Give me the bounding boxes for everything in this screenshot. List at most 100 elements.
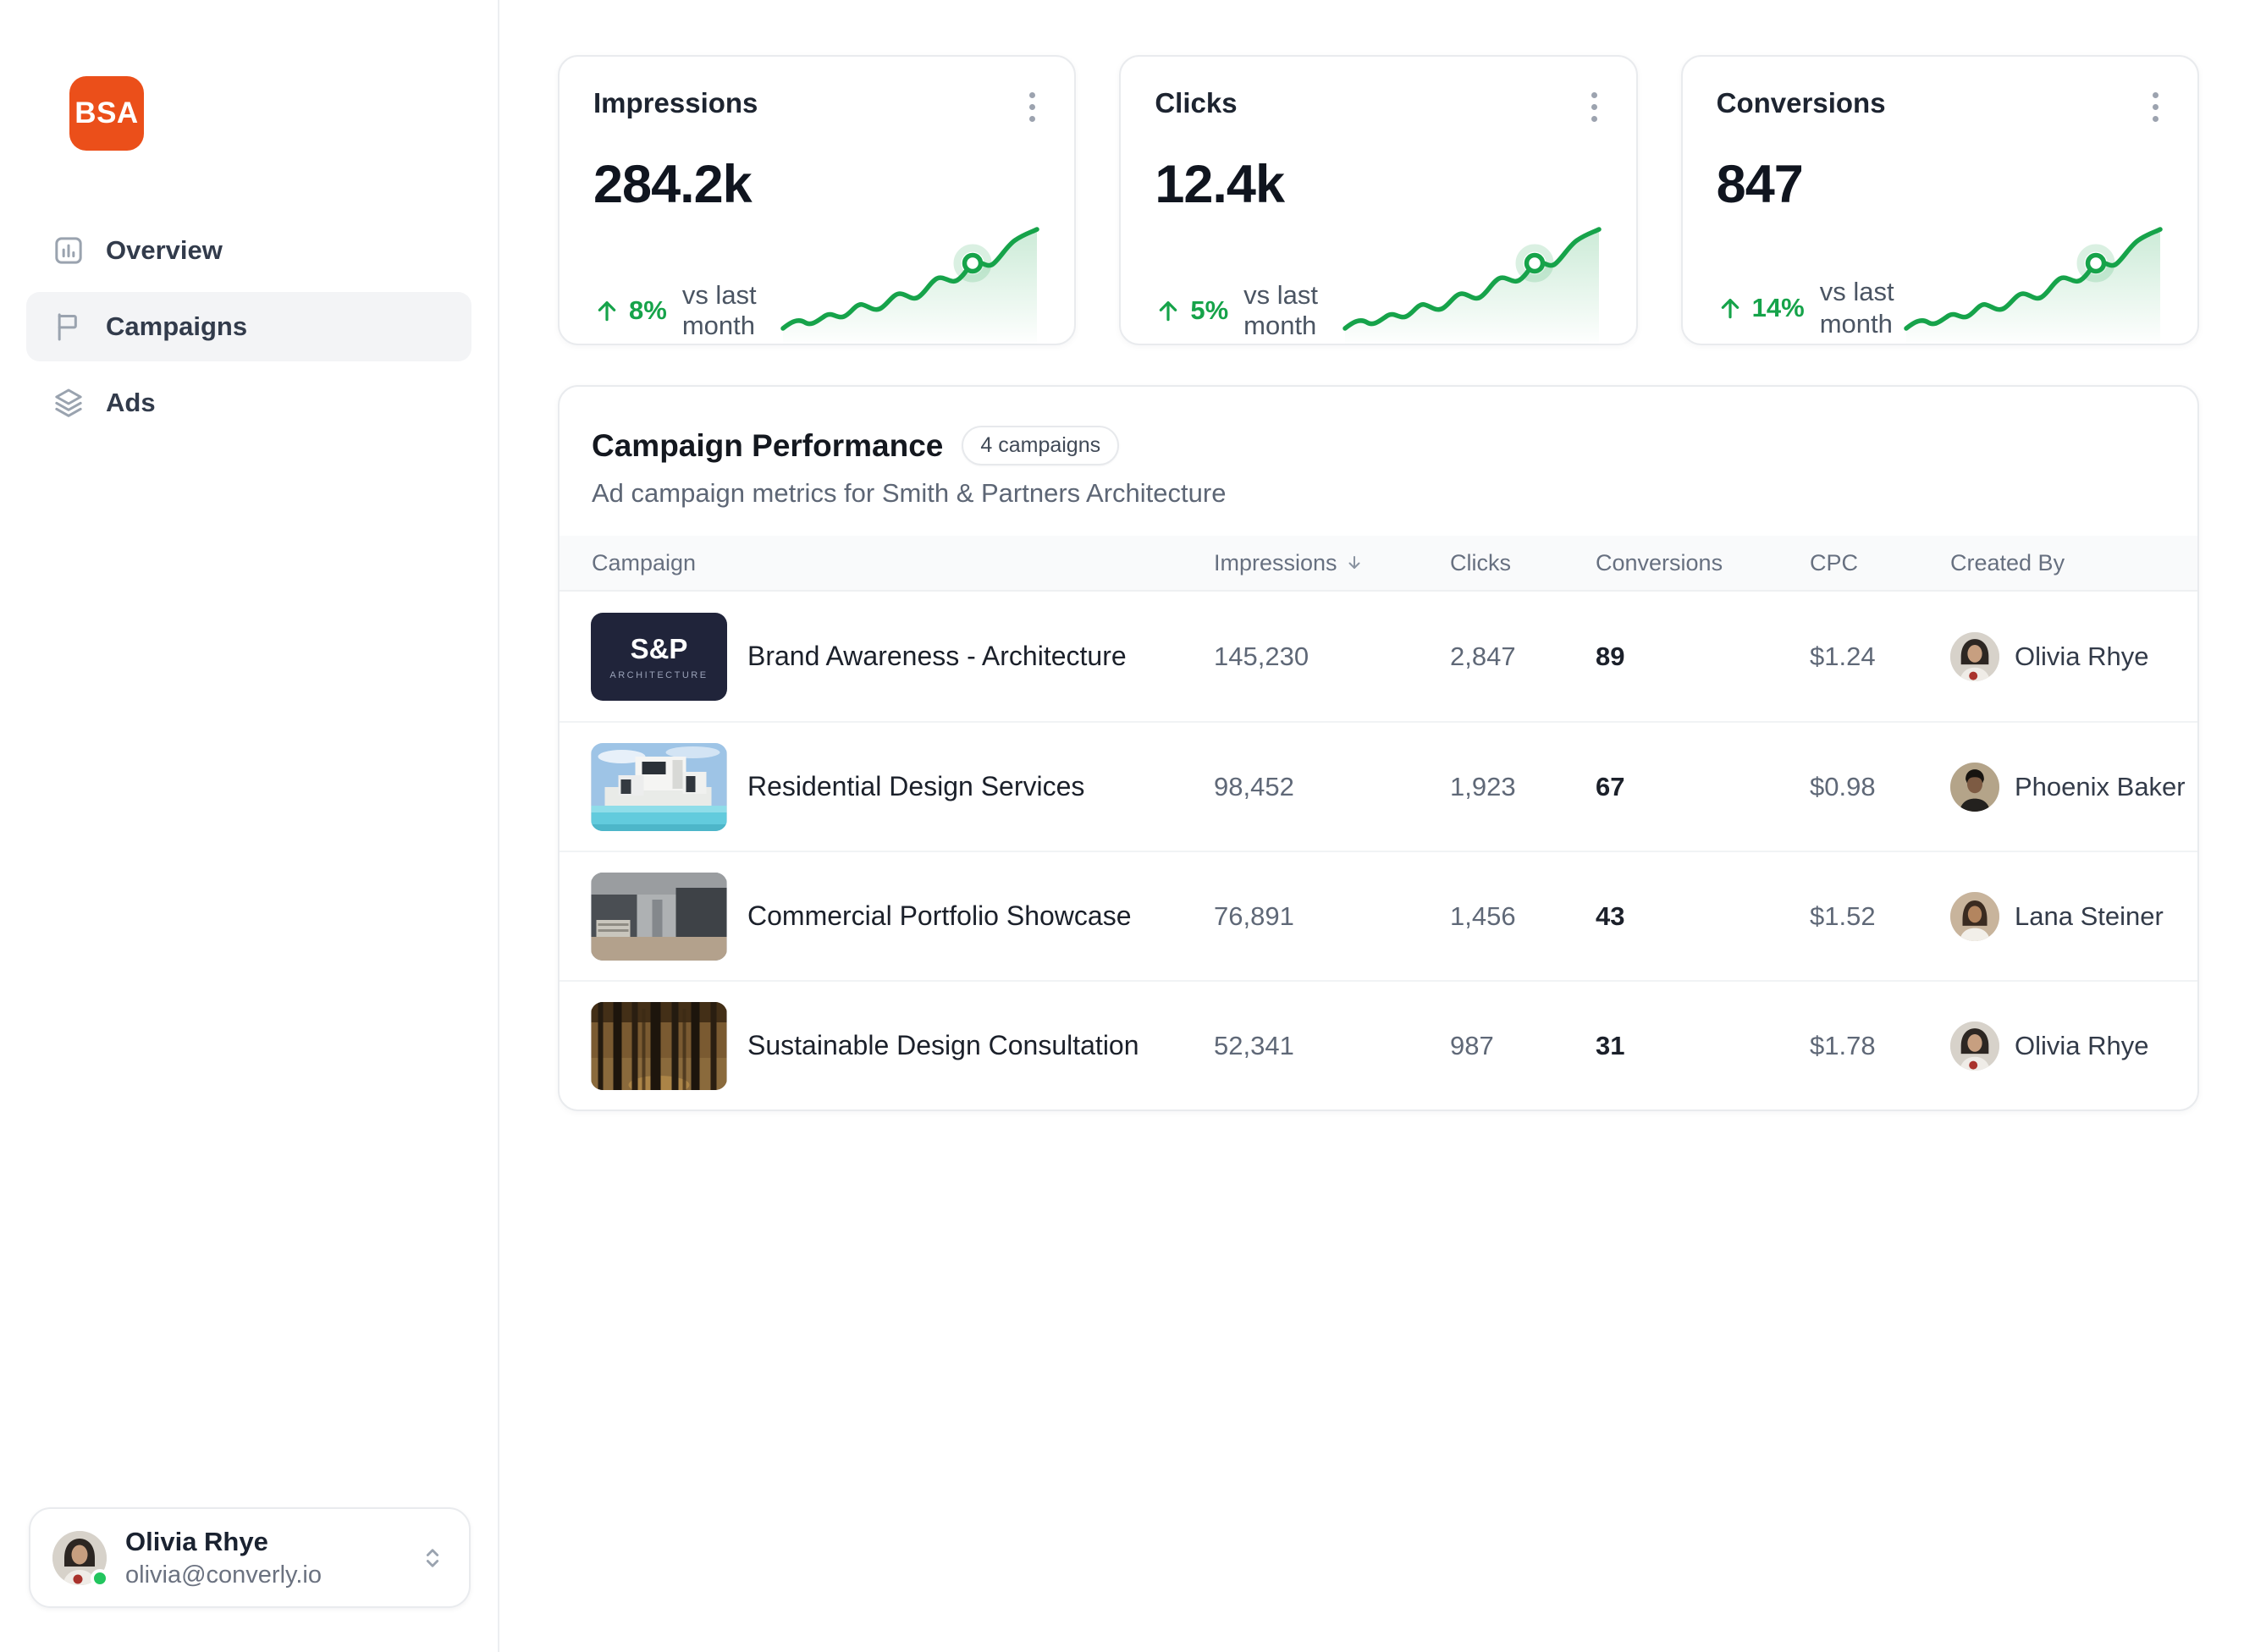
stat-card-value: 12.4k <box>1155 155 1285 214</box>
sidebar-item-label: Ads <box>106 388 156 417</box>
created-by-cell: Olivia Rhye <box>1950 631 2197 681</box>
sidebar-nav: Overview Campaigns Ads <box>0 216 498 438</box>
cpc-value: $0.98 <box>1810 771 1876 801</box>
campaign-name: Sustainable Design Consultation <box>747 1030 1139 1060</box>
created-by-cell: Lana Steiner <box>1950 891 2197 941</box>
campaign-name: Brand Awareness - Architecture <box>747 641 1127 671</box>
sidebar-item-ads[interactable]: Ads <box>26 368 471 438</box>
user-meta: Olivia Rhye olivia@converly.io <box>125 1527 322 1589</box>
avatar <box>1950 762 1999 812</box>
impressions-value: 98,452 <box>1214 771 1294 801</box>
table-row[interactable]: Sustainable Design Consultation 52,341 9… <box>560 980 2197 1110</box>
trend-label: vs last month <box>1819 276 1894 339</box>
stat-card-title: Impressions <box>593 87 758 118</box>
column-header-clicks[interactable]: Clicks <box>1450 549 1511 575</box>
clicks-value: 1,456 <box>1450 900 1516 931</box>
conversions-value: 89 <box>1596 641 1625 671</box>
sparkline-chart <box>1901 215 2164 346</box>
online-status-dot <box>91 1568 109 1588</box>
table-row[interactable]: Commercial Portfolio Showcase 76,891 1,4… <box>560 851 2197 980</box>
sparkline-chart <box>1340 215 1602 346</box>
campaign-thumbnail-sp-logo: S&P ARCHITECTURE <box>591 612 727 701</box>
table-row[interactable]: Residential Design Services 98,452 1,923… <box>560 721 2197 851</box>
layers-icon <box>55 388 82 417</box>
avatar <box>1950 631 1999 681</box>
conversions-value: 67 <box>1596 771 1625 801</box>
user-email: olivia@converly.io <box>125 1561 322 1589</box>
stat-card-title: Clicks <box>1155 87 1238 118</box>
campaign-thumbnail-forest-photo <box>591 1001 727 1090</box>
created-by-name: Lana Steiner <box>2015 900 2164 931</box>
created-by-cell: Phoenix Baker <box>1950 762 2197 812</box>
trend-indicator: 14% vs last month <box>1717 276 1901 347</box>
sidebar-item-overview[interactable]: Overview <box>26 216 471 285</box>
trend-indicator: 5% vs last month <box>1155 280 1339 346</box>
impressions-value: 52,341 <box>1214 1030 1294 1060</box>
stat-card-value: 284.2k <box>593 155 753 214</box>
kebab-menu-icon[interactable] <box>1586 87 1602 127</box>
impressions-value: 76,891 <box>1214 900 1294 931</box>
clicks-value: 1,923 <box>1450 771 1516 801</box>
sidebar-item-label: Overview <box>106 235 223 265</box>
user-menu[interactable]: Olivia Rhye olivia@converly.io <box>29 1507 471 1608</box>
stat-card-conversions: Conversions 847 14% vs last month <box>1680 55 2199 347</box>
arrow-down-icon <box>1348 556 1360 569</box>
created-by-name: Phoenix Baker <box>2015 771 2186 801</box>
cpc-value: $1.52 <box>1810 900 1876 931</box>
column-header-cpc[interactable]: CPC <box>1810 549 1859 575</box>
campaign-thumbnail-interior-photo <box>591 872 727 961</box>
campaign-performance-card: Campaign Performance 4 campaigns Ad camp… <box>558 385 2199 1111</box>
trend-percent: 8% <box>629 295 667 325</box>
stat-card-clicks: Clicks 12.4k 5% vs last month <box>1119 55 1638 346</box>
clicks-value: 2,847 <box>1450 641 1516 671</box>
user-name: Olivia Rhye <box>125 1526 268 1556</box>
trend-label: vs last month <box>681 280 757 340</box>
column-header-created-by[interactable]: Created By <box>1950 549 2065 575</box>
sidebar: BSA Overview Campaigns Ads Olivia Rhye o… <box>0 0 499 1652</box>
trend-percent: 14% <box>1751 293 1805 323</box>
arrow-up-icon <box>1721 299 1739 319</box>
avatar <box>1950 1021 1999 1071</box>
arrow-up-icon <box>598 301 616 322</box>
kebab-menu-icon[interactable] <box>2147 87 2164 127</box>
stat-card-impressions: Impressions 284.2k 8% vs last month <box>558 55 1077 346</box>
campaign-count-badge: 4 campaigns <box>962 426 1120 465</box>
created-by-name: Olivia Rhye <box>2015 1030 2149 1060</box>
page-title: Campaign Performance <box>592 427 944 463</box>
cpc-value: $1.78 <box>1810 1030 1876 1060</box>
created-by-name: Olivia Rhye <box>2015 641 2149 671</box>
brand-logo[interactable]: BSA <box>69 76 144 151</box>
column-header-campaign[interactable]: Campaign <box>592 549 697 575</box>
clicks-value: 987 <box>1450 1030 1494 1060</box>
table-subtitle: Ad campaign metrics for Smith & Partners… <box>592 478 1227 508</box>
main-content: Impressions 284.2k 8% vs last month Clic… <box>499 0 2255 1111</box>
kebab-menu-icon[interactable] <box>1024 87 1040 127</box>
sidebar-item-campaigns[interactable]: Campaigns <box>26 292 471 361</box>
trend-indicator: 8% vs last month <box>593 280 778 346</box>
column-header-conversions[interactable]: Conversions <box>1596 549 1723 575</box>
flag-icon <box>58 313 77 341</box>
chevrons-up-down-icon[interactable] <box>418 1544 447 1572</box>
created-by-cell: Olivia Rhye <box>1950 1021 2197 1071</box>
conversions-value: 43 <box>1596 900 1625 931</box>
campaign-thumbnail-house-photo <box>591 742 727 831</box>
avatar <box>1950 891 1999 941</box>
bar-chart-icon <box>55 237 82 264</box>
sparkline-chart <box>778 215 1040 346</box>
brand-logo-text: BSA <box>74 96 139 129</box>
column-header-impressions[interactable]: Impressions <box>1214 550 1450 576</box>
table-header-row: Campaign Impressions Clicks Conversions … <box>560 536 2197 592</box>
campaign-name: Residential Design Services <box>747 771 1085 801</box>
stat-card-value: 847 <box>1716 155 1804 214</box>
stat-card-title: Conversions <box>1716 87 1886 118</box>
stat-cards-row: Impressions 284.2k 8% vs last month Clic… <box>558 55 2199 345</box>
user-avatar-wrap <box>52 1530 109 1588</box>
trend-label: vs last month <box>1243 280 1318 340</box>
impressions-value: 145,230 <box>1214 641 1309 671</box>
table-row[interactable]: S&P ARCHITECTURE Brand Awareness - Archi… <box>560 592 2197 721</box>
cpc-value: $1.24 <box>1810 641 1876 671</box>
conversions-value: 31 <box>1596 1030 1625 1060</box>
trend-percent: 5% <box>1190 295 1229 325</box>
campaign-name: Commercial Portfolio Showcase <box>747 900 1132 931</box>
arrow-up-icon <box>1160 301 1177 322</box>
